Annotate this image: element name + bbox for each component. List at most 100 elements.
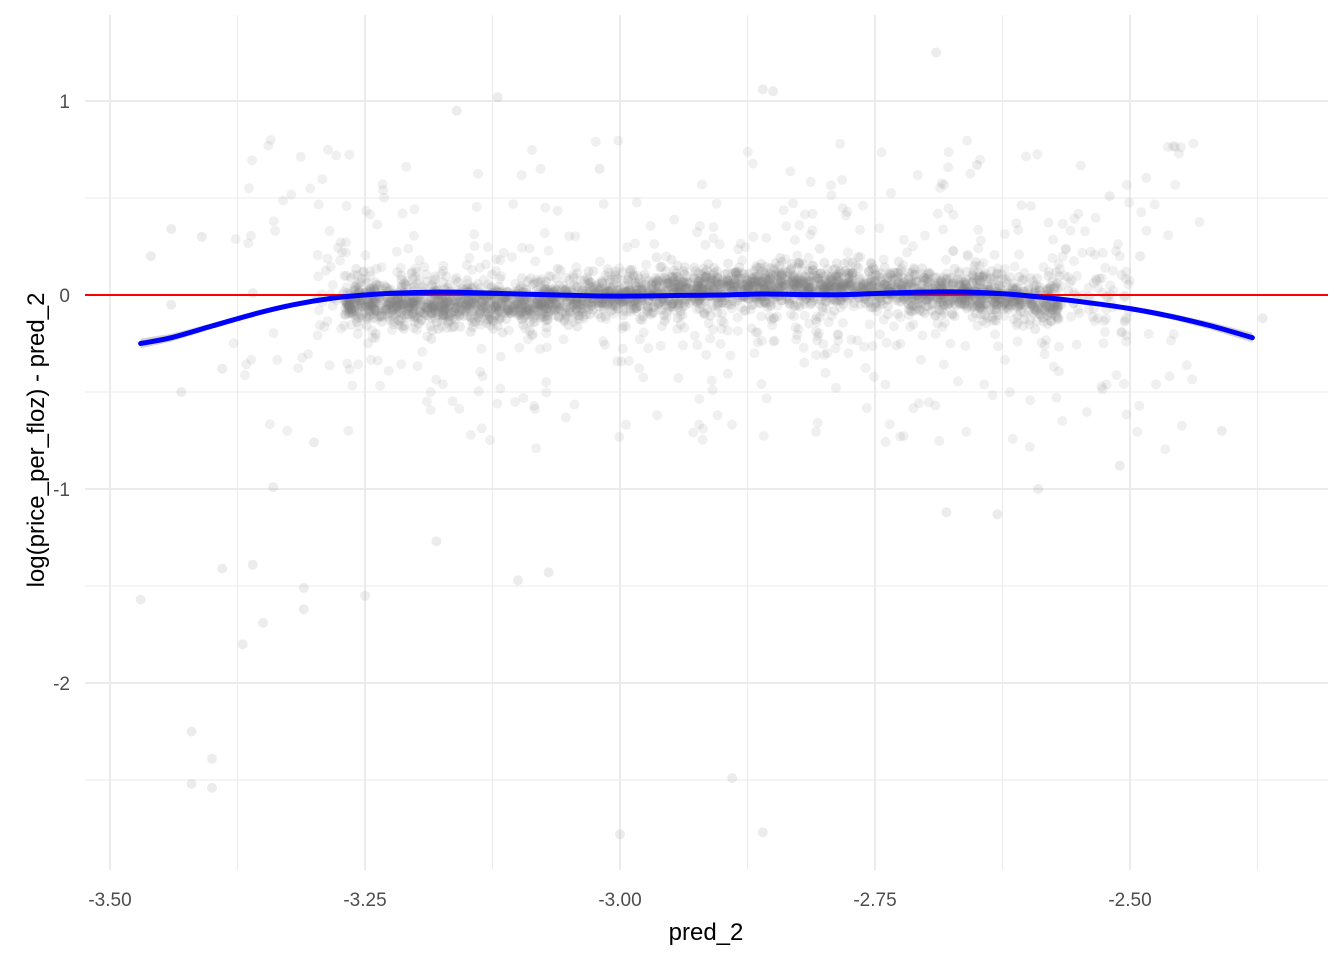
- data-point: [854, 224, 865, 235]
- data-point: [707, 301, 718, 312]
- data-point: [460, 301, 471, 312]
- data-point: [745, 278, 756, 289]
- data-point: [490, 302, 501, 313]
- data-point: [882, 272, 893, 283]
- data-point: [439, 303, 449, 314]
- data-point: [494, 306, 505, 316]
- data-point: [800, 278, 810, 289]
- data-point: [671, 268, 682, 279]
- data-point: [864, 282, 875, 293]
- data-point: [517, 302, 528, 313]
- data-point: [866, 281, 877, 292]
- data-point: [812, 417, 823, 428]
- data-point: [449, 298, 459, 309]
- data-point: [624, 285, 635, 296]
- data-point: [1113, 239, 1123, 250]
- data-point: [363, 297, 374, 308]
- data-point: [496, 271, 507, 282]
- data-point: [1003, 299, 1014, 309]
- x-tick-label: -2.50: [1108, 890, 1151, 911]
- data-point: [367, 300, 378, 311]
- data-point: [135, 594, 146, 605]
- data-point: [475, 307, 486, 318]
- data-point: [429, 307, 440, 318]
- data-point: [705, 275, 716, 286]
- data-point: [278, 195, 289, 206]
- data-point: [1032, 149, 1043, 160]
- data-point: [897, 272, 908, 283]
- data-point: [820, 281, 831, 292]
- data-point: [989, 299, 1000, 309]
- data-point: [344, 299, 355, 310]
- data-point: [401, 309, 412, 320]
- data-point: [760, 268, 771, 279]
- data-point: [453, 301, 464, 312]
- data-point: [343, 308, 354, 319]
- data-point: [776, 295, 787, 306]
- data-point: [991, 299, 1002, 310]
- data-point: [771, 270, 782, 281]
- data-point: [474, 313, 485, 324]
- data-point: [679, 283, 690, 293]
- data-point: [434, 294, 445, 305]
- data-point: [397, 304, 408, 315]
- data-point: [429, 305, 440, 316]
- data-point: [434, 303, 444, 313]
- data-point: [503, 305, 514, 316]
- data-point: [747, 158, 758, 169]
- data-point: [787, 270, 798, 281]
- data-point: [690, 295, 701, 306]
- data-point: [922, 277, 933, 288]
- data-point: [796, 269, 807, 280]
- data-point: [952, 274, 963, 285]
- data-point: [870, 276, 881, 287]
- data-point: [441, 299, 452, 310]
- data-point: [559, 316, 570, 327]
- data-point: [760, 270, 771, 281]
- data-point: [733, 244, 744, 255]
- data-point: [910, 275, 921, 286]
- data-point: [697, 283, 707, 294]
- data-point: [1023, 285, 1034, 296]
- data-point: [341, 201, 352, 211]
- data-point: [918, 272, 929, 283]
- data-point: [526, 298, 537, 308]
- data-point: [938, 299, 949, 310]
- data-point: [835, 266, 846, 277]
- data-point: [870, 270, 881, 281]
- data-point: [870, 278, 881, 289]
- data-point: [903, 304, 914, 315]
- data-point: [375, 295, 386, 306]
- data-point: [298, 582, 309, 593]
- data-point: [857, 282, 868, 293]
- data-point: [625, 304, 636, 315]
- data-point: [429, 299, 440, 310]
- data-point: [885, 269, 896, 280]
- data-point: [1052, 278, 1063, 289]
- data-point: [561, 302, 572, 313]
- data-point: [699, 267, 710, 278]
- data-point: [542, 304, 553, 314]
- data-point: [600, 311, 611, 321]
- data-point: [803, 275, 814, 286]
- data-point: [786, 309, 796, 320]
- data-point: [625, 299, 636, 310]
- data-point: [1031, 306, 1042, 317]
- data-point: [843, 277, 853, 288]
- data-point: [865, 257, 876, 268]
- data-point: [444, 308, 454, 319]
- data-point: [351, 281, 361, 292]
- data-point: [465, 311, 476, 322]
- data-point: [616, 296, 627, 307]
- data-point: [518, 294, 529, 305]
- data-point: [747, 277, 758, 288]
- data-point: [441, 309, 452, 320]
- data-point: [923, 301, 934, 311]
- data-point: [1036, 337, 1047, 348]
- data-point: [440, 302, 451, 313]
- data-point: [981, 299, 992, 310]
- data-point: [705, 310, 716, 321]
- data-point: [523, 305, 534, 316]
- data-point: [708, 222, 719, 233]
- data-point: [1011, 218, 1022, 229]
